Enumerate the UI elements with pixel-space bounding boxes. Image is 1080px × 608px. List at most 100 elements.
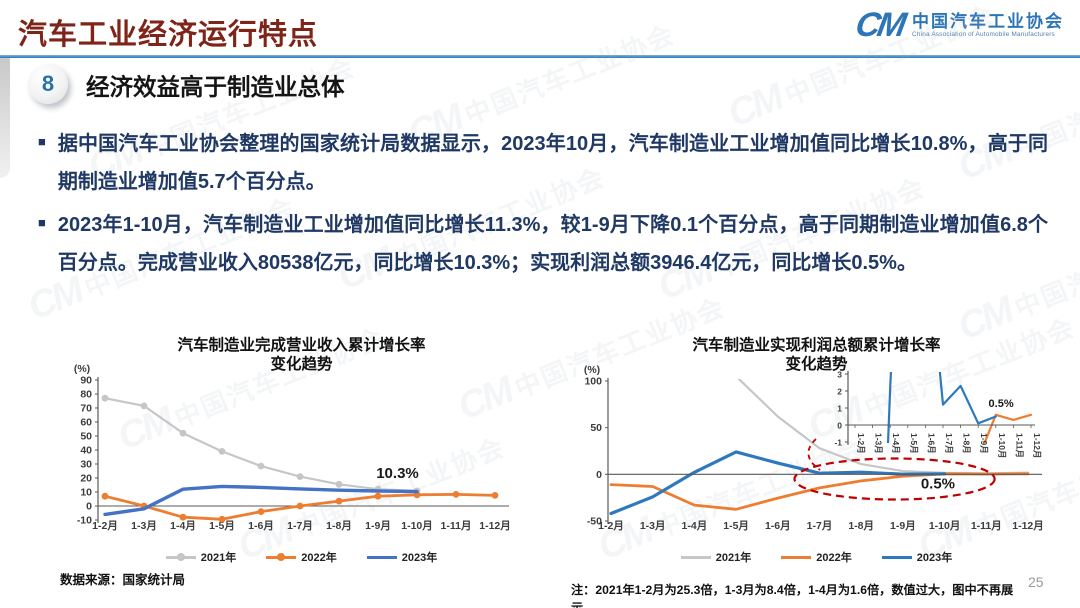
svg-text:1-2月: 1-2月 bbox=[856, 433, 866, 454]
svg-text:10.3%: 10.3% bbox=[376, 465, 419, 482]
svg-text:1-11月: 1-11月 bbox=[1014, 433, 1024, 458]
svg-text:1-7月: 1-7月 bbox=[287, 520, 313, 532]
svg-text:1-9月: 1-9月 bbox=[979, 433, 989, 454]
svg-text:0: 0 bbox=[86, 501, 92, 513]
svg-text:0.5%: 0.5% bbox=[989, 398, 1014, 410]
logo-org-name: 中国汽车工业协会 bbox=[912, 11, 1064, 31]
left-chart-legend: 2021年 2022年 2023年 bbox=[58, 549, 545, 565]
bullet-item: ■ 据中国汽车工业协会整理的国家统计局数据显示，2023年10月，汽车制造业工业… bbox=[38, 125, 1048, 201]
legend-label: 2021年 bbox=[715, 552, 752, 564]
svg-text:1-7月: 1-7月 bbox=[807, 520, 833, 532]
legend-item: 2021年 bbox=[680, 549, 752, 565]
section-number-badge: 8 bbox=[28, 64, 68, 104]
svg-text:1-11月: 1-11月 bbox=[441, 520, 472, 532]
legend-line-sample bbox=[366, 553, 397, 562]
legend-label: 2022年 bbox=[301, 552, 337, 564]
svg-text:1-3月: 1-3月 bbox=[640, 520, 666, 532]
svg-text:-1: -1 bbox=[834, 438, 842, 448]
header-divider bbox=[0, 55, 1080, 58]
bullet-square-icon: ■ bbox=[38, 215, 46, 230]
svg-text:-50: -50 bbox=[587, 515, 602, 527]
svg-text:1-2月: 1-2月 bbox=[92, 520, 118, 532]
svg-text:1-10月: 1-10月 bbox=[929, 520, 961, 532]
bullet-list: ■ 据中国汽车工业协会整理的国家统计局数据显示，2023年10月，汽车制造业工业… bbox=[38, 125, 1048, 287]
svg-text:0.5%: 0.5% bbox=[921, 475, 955, 492]
left-accent-shape bbox=[0, 58, 10, 178]
legend-label: 2023年 bbox=[916, 552, 953, 564]
svg-text:1-6月: 1-6月 bbox=[926, 433, 936, 454]
svg-text:30: 30 bbox=[80, 459, 92, 471]
bullet-text: 据中国汽车工业协会整理的国家统计局数据显示，2023年10月，汽车制造业工业增加… bbox=[57, 133, 1048, 193]
svg-text:10: 10 bbox=[80, 487, 92, 499]
svg-text:-10: -10 bbox=[77, 515, 92, 527]
svg-text:50: 50 bbox=[590, 422, 602, 434]
legend-line-sample bbox=[881, 553, 912, 562]
bullet-text: 2023年1-10月，汽车制造业工业增加值同比增长11.3%，较1-9月下降0.… bbox=[57, 214, 1048, 274]
bullet-square-icon: ■ bbox=[38, 134, 46, 149]
svg-text:20: 20 bbox=[80, 473, 92, 485]
legend-item: 2022年 bbox=[781, 549, 852, 565]
section-heading: 经济效益高于制造业总体 bbox=[86, 74, 345, 100]
profit-growth-chart: 100 50 0 -50 (%) 1-2月 1-3月 1-4月 1-5月 1-6月 1-7月 1-8月… bbox=[584, 364, 1044, 532]
svg-text:(%): (%) bbox=[584, 364, 600, 376]
svg-text:1-12月: 1-12月 bbox=[1012, 520, 1044, 532]
legend-line-sample bbox=[680, 553, 711, 562]
chart-footnote: 注：2021年1-2月为25.3倍，1-3月为8.4倍，1-4月为1.6倍，数值… bbox=[571, 583, 1014, 608]
svg-text:1-9月: 1-9月 bbox=[890, 520, 916, 532]
legend-item: 2021年 bbox=[165, 549, 237, 565]
svg-text:1-3月: 1-3月 bbox=[131, 520, 157, 532]
svg-text:1-2月: 1-2月 bbox=[598, 520, 624, 532]
svg-text:80: 80 bbox=[80, 389, 92, 401]
svg-text:50: 50 bbox=[80, 431, 92, 443]
svg-text:1-4月: 1-4月 bbox=[891, 433, 901, 454]
legend-line-sample bbox=[165, 552, 196, 562]
svg-text:1-12月: 1-12月 bbox=[1032, 433, 1042, 459]
right-chart-legend: 2021年 2022年 2023年 bbox=[573, 549, 1060, 565]
legend-label: 2021年 bbox=[200, 552, 237, 564]
legend-line-sample bbox=[781, 553, 812, 562]
svg-text:1-10月: 1-10月 bbox=[401, 520, 433, 532]
legend-item: 2023年 bbox=[366, 549, 438, 565]
svg-text:1-6月: 1-6月 bbox=[248, 520, 274, 532]
svg-text:1-8月: 1-8月 bbox=[962, 433, 972, 454]
svg-text:1: 1 bbox=[837, 404, 842, 414]
page-title: 汽车工业经济运行特点 bbox=[18, 19, 319, 51]
svg-text:1-4月: 1-4月 bbox=[682, 520, 708, 532]
svg-text:1-4月: 1-4月 bbox=[170, 520, 196, 532]
svg-text:90: 90 bbox=[80, 375, 92, 387]
svg-text:1-6月: 1-6月 bbox=[765, 520, 791, 532]
caam-logo: CM 中国汽车工业协会 China Association of Automob… bbox=[852, 6, 1064, 45]
svg-text:2: 2 bbox=[837, 387, 842, 397]
svg-text:60: 60 bbox=[80, 417, 92, 429]
logo-org-name-en: China Association of Automobile Manufact… bbox=[912, 31, 1055, 39]
legend-label: 2022年 bbox=[816, 552, 852, 564]
page-number: 25 bbox=[1028, 574, 1044, 590]
legend-item: 2022年 bbox=[266, 549, 337, 565]
svg-text:40: 40 bbox=[80, 445, 92, 457]
svg-text:70: 70 bbox=[80, 403, 92, 415]
svg-text:1-8月: 1-8月 bbox=[326, 520, 352, 532]
svg-text:0: 0 bbox=[837, 421, 842, 431]
legend-label: 2023年 bbox=[401, 552, 438, 564]
svg-text:1-12月: 1-12月 bbox=[479, 520, 511, 532]
left-chart-title: 汽车制造业完成营业收入累计增长率 变化趋势 bbox=[177, 337, 426, 373]
svg-text:1-5月: 1-5月 bbox=[723, 520, 749, 532]
svg-text:100: 100 bbox=[584, 376, 602, 388]
data-source-note: 数据来源：国家统计局 bbox=[60, 573, 186, 587]
svg-text:1-9月: 1-9月 bbox=[365, 520, 391, 532]
svg-text:3: 3 bbox=[837, 370, 842, 380]
svg-text:1-11月: 1-11月 bbox=[971, 520, 1002, 532]
svg-text:1-7月: 1-7月 bbox=[944, 433, 954, 454]
caam-logo-icon: CM bbox=[852, 6, 907, 44]
legend-line-sample bbox=[266, 552, 297, 562]
svg-text:0: 0 bbox=[596, 469, 602, 481]
svg-text:1-10月: 1-10月 bbox=[997, 433, 1007, 459]
svg-text:1-3月: 1-3月 bbox=[874, 433, 884, 454]
svg-text:(%): (%) bbox=[74, 363, 90, 375]
bullet-item: ■ 2023年1-10月，汽车制造业工业增加值同比增长11.3%，较1-9月下降… bbox=[38, 206, 1048, 282]
right-chart-title: 汽车制造业实现利润总额累计增长率 变化趋势 bbox=[692, 337, 941, 373]
svg-text:1-5月: 1-5月 bbox=[909, 433, 919, 454]
legend-item: 2023年 bbox=[881, 549, 953, 565]
svg-text:1-8月: 1-8月 bbox=[848, 520, 874, 532]
